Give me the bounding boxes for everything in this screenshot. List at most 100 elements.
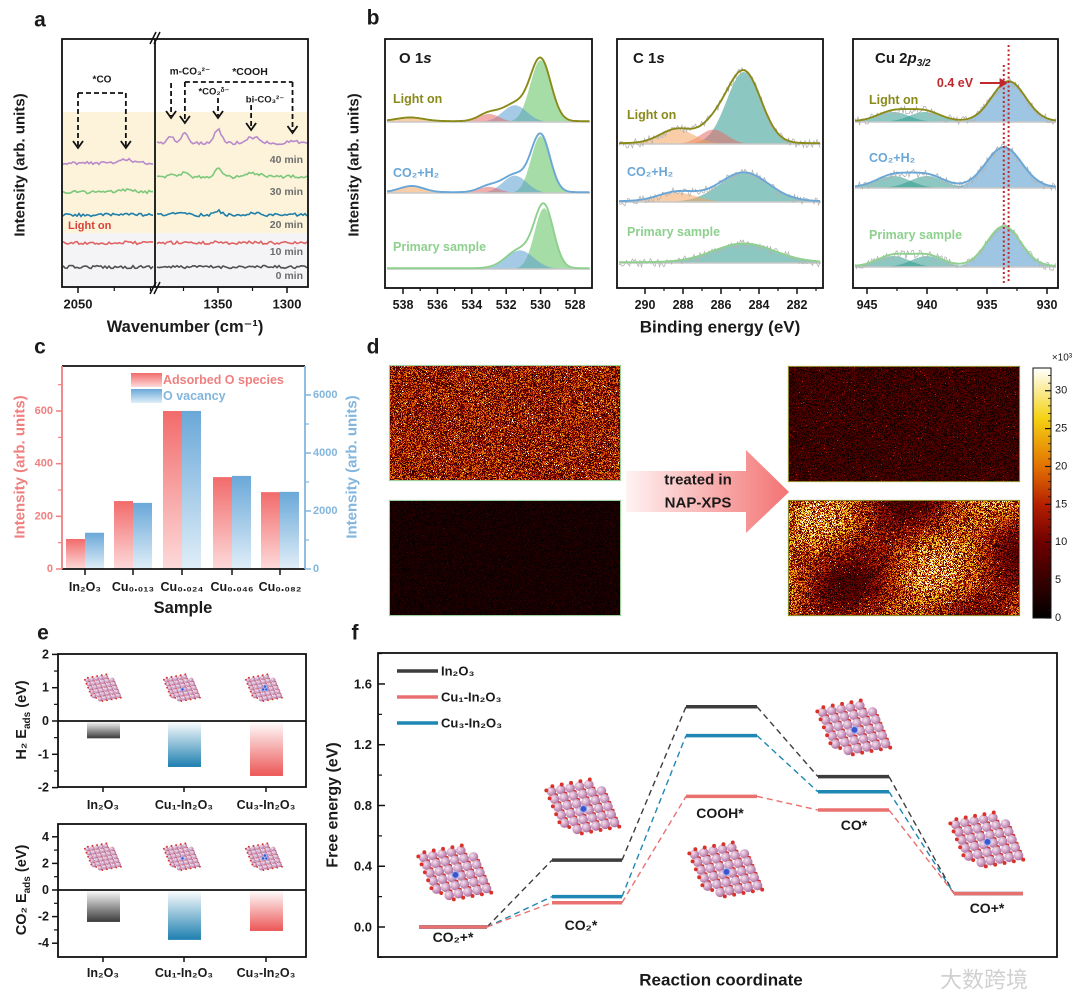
indium-atom [874, 723, 884, 733]
indium-atom [596, 786, 607, 796]
indium-atom [181, 864, 187, 870]
indium-atom [174, 849, 180, 854]
oxygen-atom [96, 844, 99, 847]
indium-atom [173, 676, 178, 681]
indium-atom [111, 850, 117, 856]
oxygen-atom [815, 709, 820, 714]
indium-atom [88, 685, 93, 691]
indium-atom [247, 681, 253, 687]
indium-atom [98, 844, 104, 850]
oxygen-atom [419, 862, 424, 867]
oxygen-atom [166, 855, 169, 858]
adsorption-energy-bar [250, 890, 283, 931]
oxygen-atom [271, 867, 274, 870]
indium-atom [250, 689, 256, 695]
indium-atom [92, 684, 98, 690]
indium-atom [444, 890, 454, 901]
oxygen-atom [422, 850, 427, 855]
oxygen-atom [185, 699, 188, 702]
indium-atom [587, 813, 598, 823]
oxygen-atom [821, 705, 826, 710]
indium-atom [176, 853, 182, 858]
indium-atom [246, 846, 251, 852]
spectrum-trace-left [62, 264, 154, 270]
oxygen-atom [422, 870, 427, 875]
oxygen-atom [174, 865, 177, 868]
oxygen-atom [760, 887, 765, 892]
indium-atom [247, 850, 253, 856]
slab-illustration-cu1 [162, 673, 201, 702]
indium-atom [982, 822, 992, 832]
oxygen-atom [248, 686, 251, 689]
indium-atom [176, 865, 182, 871]
indium-atom [176, 684, 182, 689]
indium-atom [699, 873, 710, 883]
slab-illustration-in2o3 [83, 842, 122, 871]
indium-atom [469, 877, 479, 888]
oxygen-atom [479, 892, 484, 897]
oxygen-atom [489, 890, 494, 895]
indium-atom [184, 678, 189, 684]
indium-atom [842, 720, 853, 730]
oxygen-atom [830, 703, 835, 708]
indium-atom [181, 683, 186, 688]
fit-envelope [854, 225, 1057, 267]
oxygen-atom [687, 851, 692, 856]
energy-connector [486, 902, 553, 928]
indium-atom [259, 844, 265, 850]
time-label: 0 min [276, 270, 303, 282]
indium-atom [437, 849, 447, 859]
indium-atom [966, 833, 977, 844]
indium-atom [171, 853, 177, 859]
oxygen-atom [732, 892, 737, 897]
indium-atom [259, 675, 265, 681]
indium-atom [584, 779, 594, 790]
indium-atom [450, 855, 460, 865]
indium-atom [712, 879, 722, 890]
indium-atom [574, 781, 585, 792]
indium-atom [275, 689, 281, 695]
indium-atom [190, 863, 196, 868]
indium-atom [175, 861, 180, 867]
indium-atom [749, 872, 760, 883]
y-tick-label: -1 [38, 747, 49, 761]
legend-label-adsorbed-o: Adsorbed O species [163, 373, 284, 387]
oxygen-atom [249, 690, 252, 693]
indium-atom [95, 849, 101, 854]
step-label: CO* [841, 817, 868, 833]
oxygen-atom [750, 889, 755, 894]
y-tick-label-right: 2000 [313, 505, 337, 517]
adsorption-energy-bar [168, 721, 201, 767]
copper-atom [262, 684, 268, 689]
x-axis-title: Reaction coordinate [639, 971, 802, 990]
indium-atom [272, 694, 278, 699]
oxygen-atom [617, 824, 622, 829]
oxygen-atom [198, 865, 201, 868]
oxygen-atom [249, 859, 252, 862]
oxygen-atom [958, 845, 963, 850]
indium-atom [255, 676, 260, 681]
oxygen-atom [175, 844, 178, 847]
oxygen-atom [710, 888, 715, 893]
indium-atom [820, 715, 831, 726]
oxygen-atom [607, 826, 612, 831]
indium-atom [591, 821, 601, 831]
title-main: C 1 [633, 50, 656, 67]
oxygen-atom [251, 863, 254, 866]
indium-atom [1010, 842, 1021, 853]
indium-atom [108, 686, 114, 692]
y-tick-label: 1.6 [354, 676, 372, 691]
indium-atom [440, 857, 451, 867]
oxygen-atom [963, 815, 968, 820]
oxygen-atom [119, 865, 122, 868]
indium-atom [182, 674, 188, 680]
indium-atom [97, 684, 103, 689]
indium-atom [269, 686, 275, 692]
slab-illustration-cu3 [244, 673, 283, 702]
oxygen-atom [693, 867, 698, 872]
indium-atom [600, 819, 610, 830]
copper-atom [180, 856, 185, 861]
panel-label-b: b [367, 7, 380, 30]
slab-illustration-in2o3 [83, 673, 122, 702]
indium-atom [261, 679, 267, 685]
